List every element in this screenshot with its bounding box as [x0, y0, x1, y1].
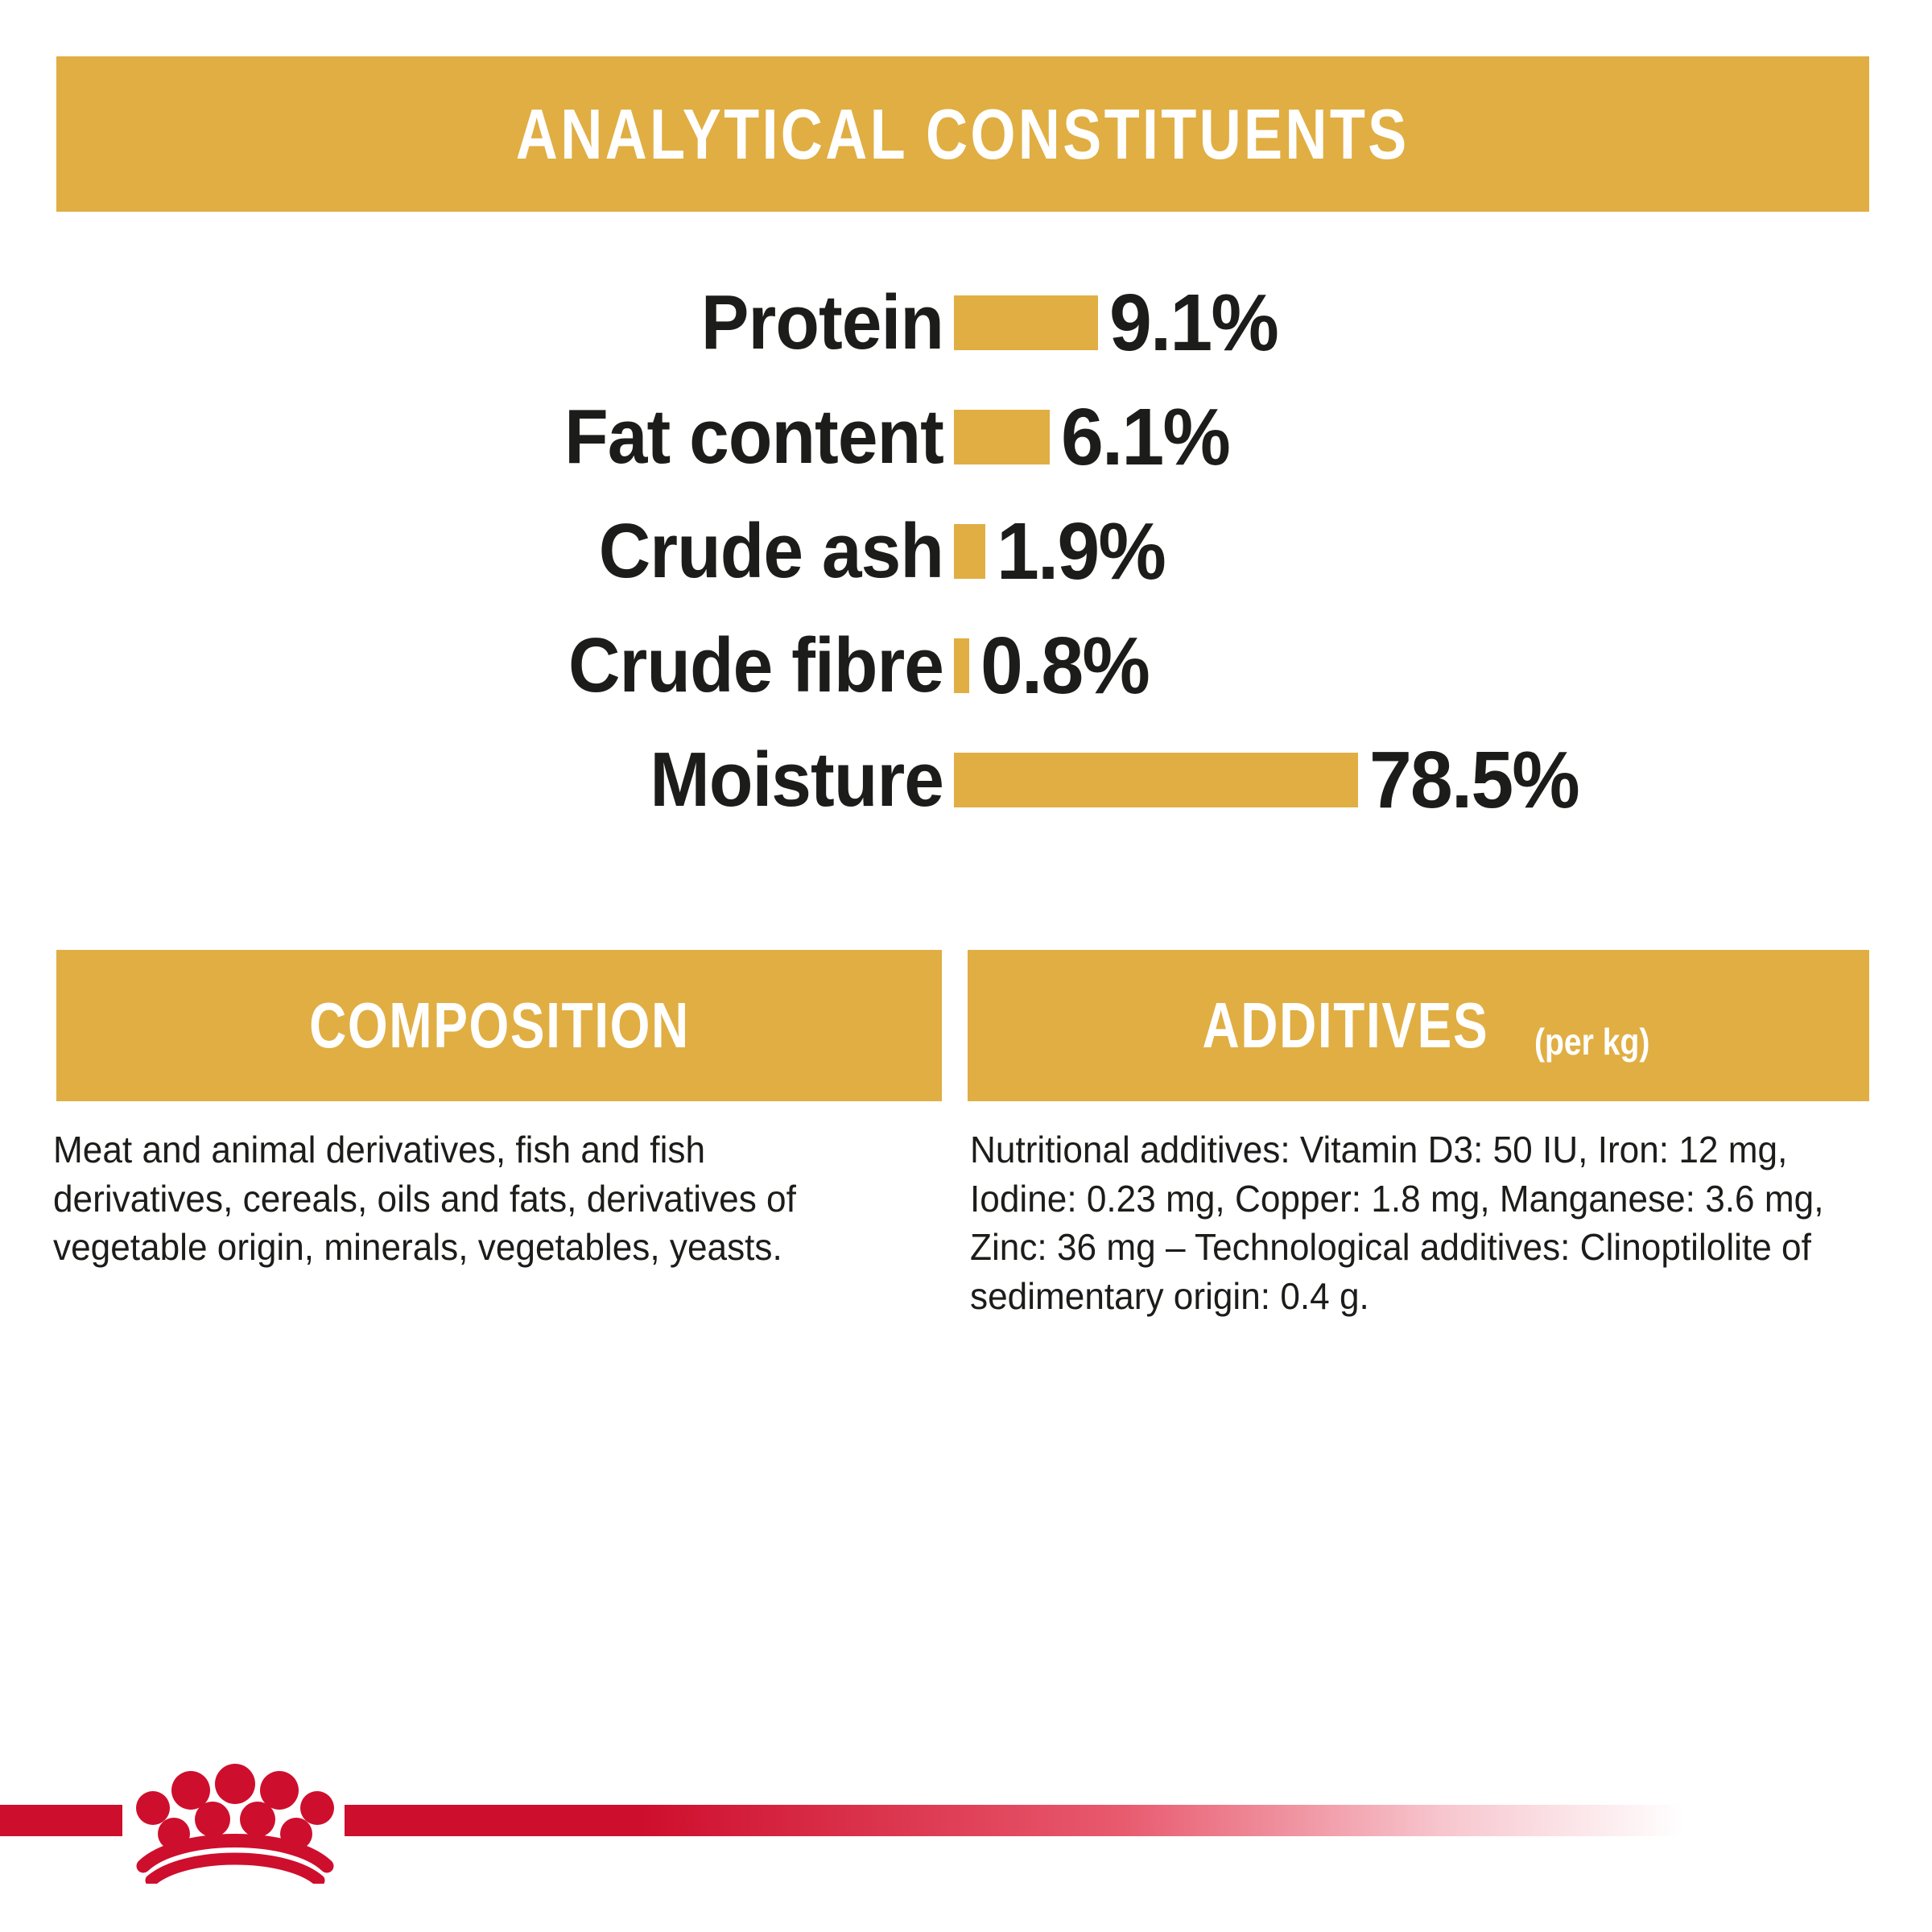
constituent-row: Fat content 6.1%: [0, 380, 1932, 494]
constituent-value: 0.8%: [980, 621, 1150, 711]
constituent-row: Crude fibre 0.8%: [0, 609, 1932, 723]
constituent-value: 6.1%: [1061, 392, 1231, 482]
footer-rule-left: [0, 1805, 122, 1836]
constituent-row: Moisture 78.5%: [0, 723, 1932, 837]
constituent-label: Moisture: [650, 737, 944, 823]
constituent-bar: [954, 295, 1098, 350]
constituent-value: 78.5%: [1369, 735, 1580, 825]
constituent-row: Protein 9.1%: [0, 266, 1932, 380]
footer-rule-right: [345, 1805, 1685, 1836]
additives-text: Nutritional additives: Vitamin D3: 50 IU…: [970, 1129, 1824, 1318]
constituent-label: Fat content: [564, 394, 944, 480]
additives-heading: ADDITIVES: [1202, 989, 1489, 1061]
page-title: ANALYTICAL CONSTITUENTS: [516, 93, 1410, 174]
constituent-value: 9.1%: [1109, 278, 1279, 368]
additives-header: ADDITIVES (per kg): [968, 950, 1869, 1101]
royal-canin-crown-logo: [122, 1763, 348, 1887]
constituent-bar: [954, 638, 969, 693]
constituent-bar-wrap: 0.8%: [954, 625, 1590, 706]
analytical-constituents-header: ANALYTICAL CONSTITUENTS: [56, 56, 1869, 212]
composition-text: Meat and animal derivatives, fish and fi…: [53, 1129, 796, 1269]
constituent-label: Crude ash: [598, 508, 944, 594]
constituent-bar-wrap: 6.1%: [954, 397, 1590, 477]
constituent-bar: [954, 753, 1359, 807]
constituent-bar-wrap: 1.9%: [954, 511, 1590, 592]
constituent-value: 1.9%: [997, 506, 1166, 597]
constituent-label: Crude fibre: [568, 622, 944, 708]
constituent-row: Crude ash 1.9%: [0, 494, 1932, 609]
constituents-chart: Protein 9.1% Fat content 6.1% Crude ash …: [0, 266, 1932, 837]
constituent-bar-wrap: 9.1%: [954, 283, 1590, 363]
constituent-bar: [954, 524, 985, 579]
additives-heading-suffix: (per kg): [1534, 1021, 1650, 1063]
additives-heading-group: ADDITIVES (per kg): [1166, 989, 1670, 1063]
composition-heading: COMPOSITION: [308, 989, 690, 1061]
constituent-label: Protein: [700, 279, 944, 365]
constituent-bar-wrap: 78.5%: [954, 740, 1590, 820]
composition-header: COMPOSITION: [56, 950, 942, 1101]
constituent-bar: [954, 410, 1050, 464]
brand-footer: [0, 1764, 1932, 1932]
